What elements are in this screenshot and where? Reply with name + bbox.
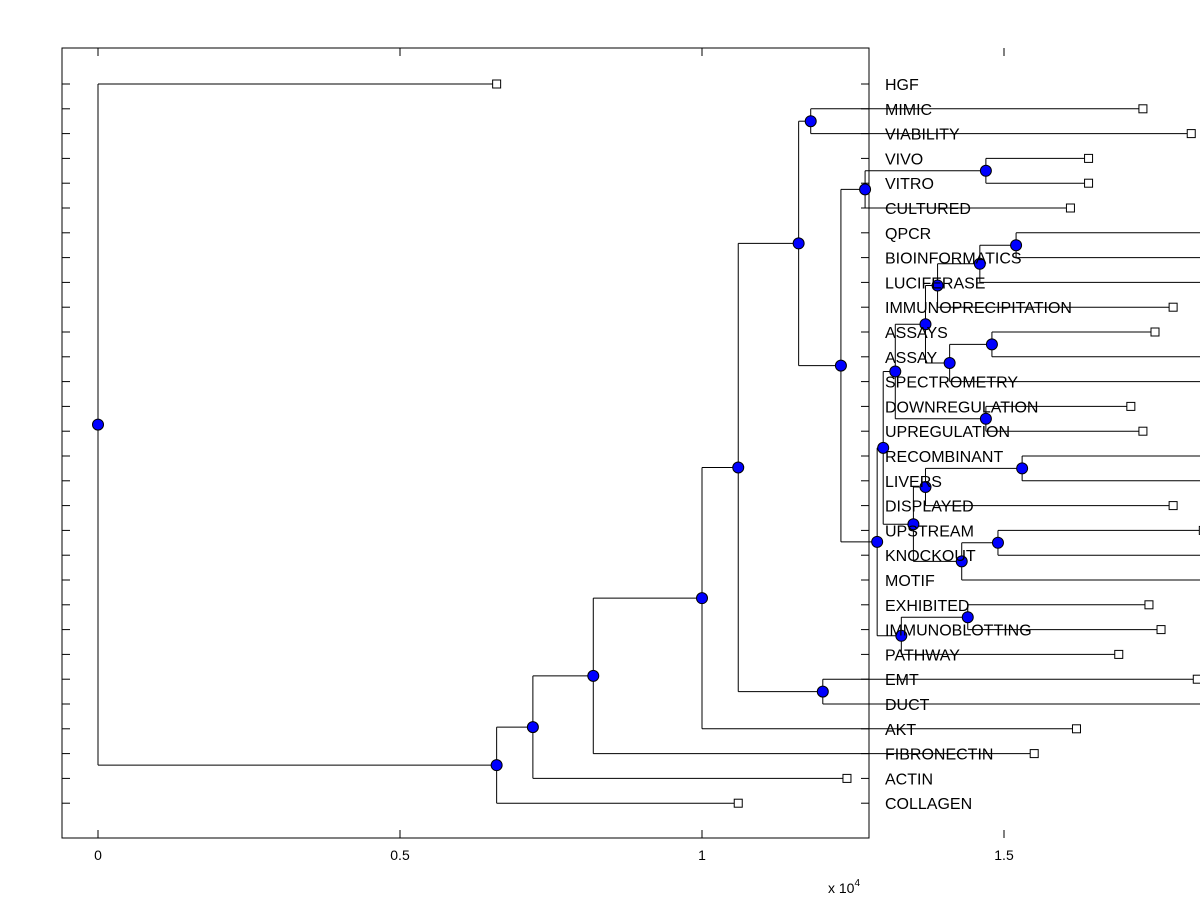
node-n_cult_mid (834, 359, 847, 372)
leaf-label-exhibited: EXHIBITED (885, 598, 969, 615)
leaf-marker-viability (1186, 129, 1196, 139)
node-n_big_mid (877, 441, 890, 454)
node-n_mid_path (871, 535, 884, 548)
leaf-marker-pathway (1114, 649, 1124, 659)
node-n_qpcr_bio (1010, 239, 1023, 252)
node-n_ipaa_du (889, 365, 902, 378)
leaf-marker-hgf (492, 79, 502, 89)
leaf-marker-displayed (1168, 501, 1178, 511)
node-n_collagen (490, 759, 503, 772)
node-n_qbl_ip (931, 279, 944, 292)
leaf-label-immunoprecipitation: IMMUNOPRECIPITATION (885, 300, 1072, 317)
leaf-label-emt: EMT (885, 672, 919, 689)
node-n_mimic_via (804, 115, 817, 128)
leaf-label-collagen: COLLAGEN (885, 796, 972, 813)
leaf-label-upstream: UPSTREAM (885, 523, 974, 540)
leaf-label-mimic: MIMIC (885, 102, 932, 119)
leaf-label-immunoblotting: IMMUNOBLOTTING (885, 623, 1032, 640)
node-n_big_emt (732, 461, 745, 474)
leaf-label-hgf: HGF (885, 77, 919, 94)
leaf-label-akt: AKT (885, 722, 916, 739)
leaf-marker-fibronectin (1029, 749, 1039, 759)
x-tick-label: 1 (698, 847, 706, 863)
leaf-marker-exhibited (1144, 600, 1154, 610)
node-n_ip_aa (919, 318, 932, 331)
node-n_akt (696, 592, 708, 605)
leaf-marker-upregulation (1138, 426, 1148, 436)
left-ticks (62, 83, 70, 804)
node-n_down_up (979, 412, 992, 425)
leaf-label-upregulation: UPREGULATION (885, 424, 1010, 441)
leaf-markers (492, 79, 1200, 808)
leaf-label-motif: MOTIF (885, 573, 935, 590)
node-n_aa_spec (943, 357, 956, 369)
leaf-marker-emt (1192, 674, 1200, 684)
leaf-marker-downregulation (1126, 401, 1136, 411)
leaf-label-duct: DUCT (885, 697, 930, 714)
x-tick-label: 0 (94, 847, 102, 863)
node-n_exh_ib (961, 611, 974, 624)
node-n_vivo_vitro (979, 164, 992, 177)
leaf-label-qpcr: QPCR (885, 226, 931, 243)
node-root (92, 418, 104, 431)
leaf-label-assay: ASSAY (885, 350, 938, 367)
leaf-label-viability: VIABILITY (885, 127, 960, 144)
node-n_fibro (587, 669, 600, 682)
node-n_actin (526, 721, 539, 734)
dendrogram-nodes (92, 115, 1029, 772)
node-n_ei_path (895, 629, 908, 642)
x-scale-exponent-label: x 104 (828, 878, 860, 896)
leaf-label-pathway: PATHWAY (885, 647, 960, 664)
leaf-label-actin: ACTIN (885, 771, 933, 788)
node-n_rec_liv (1016, 462, 1029, 475)
x-tick-label: 1.5 (994, 847, 1014, 863)
leaf-label-assays: ASSAYS (885, 325, 948, 342)
leaf-label-displayed: DISPLAYED (885, 499, 974, 516)
node-n_qb_luc (973, 257, 986, 270)
x-tick-label: 0.5 (390, 847, 410, 863)
leaf-marker-vivo (1084, 153, 1094, 163)
node-n_uk_motif (955, 555, 968, 568)
leaf-marker-vitro (1084, 178, 1094, 188)
leaf-marker-mimic (1138, 104, 1148, 114)
leaf-label-knockout: KNOCKOUT (885, 548, 976, 565)
leaf-labels: HGF MIMIC VIABILITY VIVO VITRO CULTURED QPCR BI… (885, 77, 1072, 813)
leaf-marker-assays (1150, 327, 1160, 337)
leaf-label-fibronectin: FIBRONECTIN (885, 747, 993, 764)
leaf-label-recombinant: RECOMBINANT (885, 449, 1003, 466)
node-n_rld_ukm (907, 518, 920, 531)
node-n_mv_cm (792, 237, 805, 250)
leaf-label-cultured: CULTURED (885, 201, 971, 218)
leaf-label-luciferase: LUCIFERASE (885, 275, 985, 292)
leaf-marker-immunoprecipitation (1168, 302, 1178, 312)
leaf-marker-immunoblotting (1156, 625, 1166, 635)
node-n_up_ko (991, 536, 1004, 549)
plot-frame (61, 47, 870, 839)
x-axis: 00.511.522.5 (94, 48, 1014, 863)
leaf-label-downregulation: DOWNREGULATION (885, 399, 1038, 416)
node-n_assays_assay (985, 338, 998, 351)
leaf-marker-cultured (1065, 203, 1075, 213)
leaf-label-spectrometry: SPECTROMETRY (885, 375, 1018, 392)
leaf-label-vivo: VIVO (885, 151, 923, 168)
leaf-label-livers: LIVERS (885, 474, 942, 491)
leaf-label-bioinformatics: BIOINFORMATICS (885, 251, 1022, 268)
leaf-marker-collagen (733, 798, 743, 808)
node-n_emt_duct (816, 685, 829, 698)
node-n_vv_cult (859, 183, 872, 196)
leaf-marker-actin (842, 773, 852, 783)
leaf-marker-akt (1071, 724, 1081, 734)
leaf-label-vitro: VITRO (885, 176, 934, 193)
node-n_rl_disp (919, 481, 932, 493)
